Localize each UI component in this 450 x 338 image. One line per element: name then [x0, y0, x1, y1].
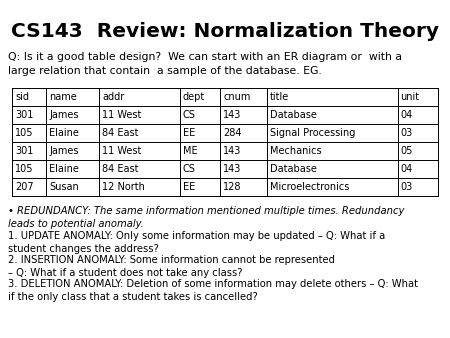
- Text: dept: dept: [183, 92, 205, 102]
- Text: 04: 04: [400, 110, 413, 120]
- Text: 301: 301: [15, 146, 33, 156]
- Text: 2. INSERTION ANOMALY: Some information cannot be represented
– Q: What if a stud: 2. INSERTION ANOMALY: Some information c…: [8, 255, 335, 278]
- Text: CS: CS: [183, 164, 196, 174]
- Text: 84 East: 84 East: [102, 164, 139, 174]
- Text: 84 East: 84 East: [102, 128, 139, 138]
- Text: Elaine: Elaine: [49, 128, 79, 138]
- Text: 11 West: 11 West: [102, 146, 141, 156]
- Text: Mechanics: Mechanics: [270, 146, 322, 156]
- Text: Database: Database: [270, 164, 317, 174]
- Text: cnum: cnum: [223, 92, 251, 102]
- Text: 143: 143: [223, 164, 242, 174]
- Text: 105: 105: [15, 128, 33, 138]
- Text: CS: CS: [183, 110, 196, 120]
- Text: name: name: [49, 92, 77, 102]
- Text: addr: addr: [102, 92, 124, 102]
- Text: 143: 143: [223, 146, 242, 156]
- Text: 105: 105: [15, 164, 33, 174]
- Text: 128: 128: [223, 182, 242, 192]
- Text: 143: 143: [223, 110, 242, 120]
- Text: 284: 284: [223, 128, 242, 138]
- Text: Q: Is it a good table design?  We can start with an ER diagram or  with a
large : Q: Is it a good table design? We can sta…: [8, 52, 402, 76]
- Text: Elaine: Elaine: [49, 164, 79, 174]
- Text: 301: 301: [15, 110, 33, 120]
- Text: CS143  Review: Normalization Theory: CS143 Review: Normalization Theory: [11, 22, 439, 41]
- Text: unit: unit: [400, 92, 420, 102]
- Text: 11 West: 11 West: [102, 110, 141, 120]
- Text: ME: ME: [183, 146, 198, 156]
- Text: • REDUNDANCY: The same information mentioned multiple times. Redundancy
leads to: • REDUNDANCY: The same information menti…: [8, 206, 405, 229]
- Text: 3. DELETION ANOMALY: Deletion of some information may delete others – Q: What
if: 3. DELETION ANOMALY: Deletion of some in…: [8, 279, 418, 302]
- Text: James: James: [49, 146, 79, 156]
- Text: EE: EE: [183, 128, 195, 138]
- Text: title: title: [270, 92, 289, 102]
- Text: Database: Database: [270, 110, 317, 120]
- Text: 05: 05: [400, 146, 413, 156]
- Text: James: James: [49, 110, 79, 120]
- Text: 03: 03: [400, 128, 413, 138]
- Text: sid: sid: [15, 92, 29, 102]
- Text: 12 North: 12 North: [102, 182, 145, 192]
- Text: 207: 207: [15, 182, 34, 192]
- Text: Susan: Susan: [49, 182, 79, 192]
- Text: 03: 03: [400, 182, 413, 192]
- Text: 04: 04: [400, 164, 413, 174]
- Text: Signal Processing: Signal Processing: [270, 128, 356, 138]
- Text: Microelectronics: Microelectronics: [270, 182, 349, 192]
- Text: EE: EE: [183, 182, 195, 192]
- Text: 1. UPDATE ANOMALY: Only some information may be updated – Q: What if a
student c: 1. UPDATE ANOMALY: Only some information…: [8, 231, 385, 254]
